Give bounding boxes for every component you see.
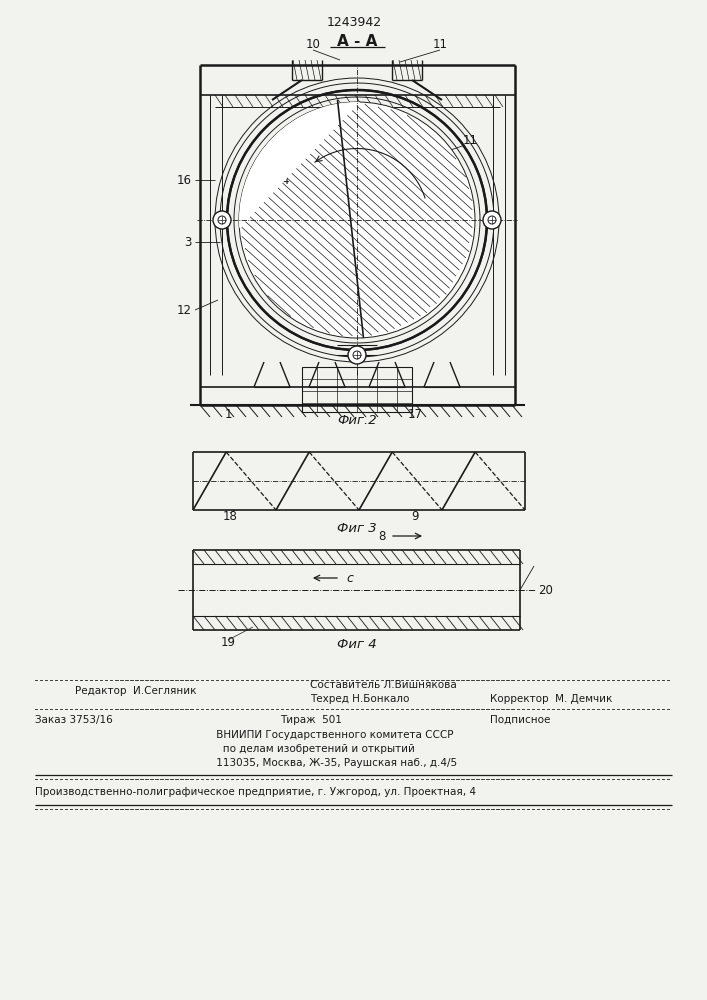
Circle shape [213,211,231,229]
Polygon shape [222,85,377,246]
Text: 7: 7 [490,214,498,227]
Text: 1: 1 [224,408,232,421]
Circle shape [239,102,475,338]
Text: 11: 11 [462,133,477,146]
Circle shape [348,346,366,364]
Text: Фиг 4: Фиг 4 [337,638,377,650]
Text: Составитель Л.Вишнякова: Составитель Л.Вишнякова [310,680,457,690]
Text: 113035, Москва, Ж-35, Раушская наб., д.4/5: 113035, Москва, Ж-35, Раушская наб., д.4… [200,758,457,768]
Text: Тираж  501: Тираж 501 [280,715,342,725]
Text: 3: 3 [185,235,192,248]
Text: 11: 11 [433,38,448,51]
Text: Заказ 3753/16: Заказ 3753/16 [35,715,112,725]
Text: Техред Н.Бонкало: Техред Н.Бонкало [310,694,409,704]
Text: по делам изобретений и открытий: по делам изобретений и открытий [200,744,415,754]
Text: 1243942: 1243942 [327,15,382,28]
Text: Корректор  М. Демчик: Корректор М. Демчик [490,694,612,704]
Text: 18: 18 [223,510,238,524]
Text: 12: 12 [177,304,192,316]
Text: Фиг 3: Фиг 3 [337,522,377,534]
Text: Подписное: Подписное [490,715,550,725]
Text: Редактор  И.Сегляник: Редактор И.Сегляник [75,686,197,696]
Text: ВНИИПИ Государственного комитета СССР: ВНИИПИ Государственного комитета СССР [200,730,453,740]
Text: 20: 20 [538,584,553,596]
Text: А - А: А - А [337,34,378,49]
Text: 10: 10 [305,38,320,51]
Text: Фиг.2: Фиг.2 [337,414,377,426]
Text: Производственно-полиграфическое предприятие, г. Ужгород, ул. Проектная, 4: Производственно-полиграфическое предприя… [35,787,476,797]
Text: 19: 19 [221,637,235,650]
Circle shape [483,211,501,229]
Text: 17: 17 [407,408,423,421]
Text: c: c [346,572,354,584]
Text: 16: 16 [177,174,192,186]
Text: 8: 8 [378,530,386,542]
Text: 9: 9 [411,510,419,524]
Text: 4: 4 [281,174,288,186]
